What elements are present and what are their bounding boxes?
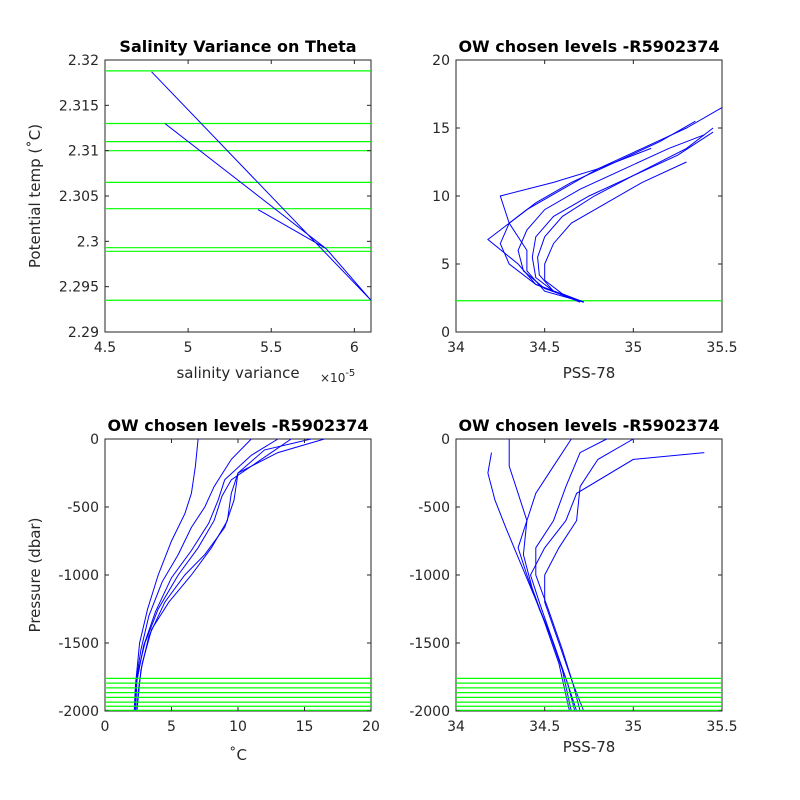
y-tick-label: 0	[441, 325, 450, 341]
profile-series-line	[499, 107, 723, 303]
y-tick-label: -2000	[58, 704, 99, 720]
panel-4-series	[487, 438, 705, 712]
panel-salinity-variance: 4.5 5 5.5 6 2.29 2.295 2.3 2.305 2.31 2.315 2.32 S…	[26, 37, 372, 385]
y-tick-label: 2.31	[68, 144, 99, 160]
y-tick-label: -500	[418, 500, 450, 516]
profile-series-line	[487, 147, 652, 303]
panel-2-xlabel: PSS-78	[563, 364, 616, 382]
y-tick-label: -1500	[58, 636, 99, 652]
x-tick-label: 34	[447, 340, 465, 356]
panel-1-series	[151, 71, 372, 301]
panel-4-ticks: 34 34.5 35 35.5 -2000 -1500 -1000 -500 0	[409, 432, 737, 735]
panel-theta-salinity: 34 34.5 35 35.5 0 5 10 15 20 OW chosen levels -R…	[432, 37, 737, 382]
panel-4-xlabel: PSS-78	[563, 738, 616, 756]
profile-series-line	[544, 438, 634, 712]
y-tick-label: -1500	[409, 636, 450, 652]
panel-3-xlabel: ˚C	[229, 746, 247, 764]
profile-series-line	[535, 438, 607, 712]
x-tick-label: 35	[624, 719, 642, 735]
x-tick-label: 35	[624, 340, 642, 356]
y-tick-label: 2.315	[59, 98, 99, 114]
panel-1-title: Salinity Variance on Theta	[119, 37, 356, 56]
y-tick-label: 15	[432, 121, 450, 137]
y-tick-label: -500	[67, 500, 99, 516]
x-tick-label: 10	[229, 719, 247, 735]
profile-series-line	[508, 439, 570, 712]
panel-4-hlines	[456, 677, 722, 711]
panel-1-xlabel: salinity variance	[176, 364, 299, 382]
x-tick-label: 4.5	[94, 340, 116, 356]
profile-series-line	[133, 438, 199, 712]
y-tick-label: 2.32	[68, 53, 99, 69]
panel-3-title: OW chosen levels -R5902374	[107, 416, 368, 435]
x-tick-label: 0	[101, 719, 110, 735]
x-tick-label: 35.5	[706, 719, 737, 735]
x-tick-label: 15	[296, 719, 314, 735]
panel-2-ticks: 34 34.5 35 35.5 0 5 10 15 20	[432, 53, 737, 356]
profile-series-line	[531, 127, 714, 303]
panel-temperature-pressure: 0 5 10 15 20 -2000 -1500 -1000 -500 0 OW chosen l…	[26, 416, 380, 764]
x-tick-label: 5	[167, 719, 176, 735]
profile-series-line	[544, 161, 687, 303]
profile-series-line	[136, 438, 312, 712]
panel-2-series	[487, 107, 723, 303]
y-tick-label: 2.305	[59, 189, 99, 205]
panel-1-x-exponent: ×10-5	[320, 368, 355, 385]
y-tick-label: 2.295	[59, 280, 99, 296]
x-tick-label: 20	[362, 719, 380, 735]
y-tick-label: 20	[432, 53, 450, 69]
x-tick-label: 34	[447, 719, 465, 735]
y-tick-label: 2.3	[77, 234, 99, 250]
panel-3-ylabel: Pressure (dbar)	[26, 518, 44, 633]
panel-3-ticks: 0 5 10 15 20 -2000 -1500 -1000 -500 0	[58, 432, 380, 735]
panel-3-axes-box	[104, 438, 372, 712]
profile-series-line	[487, 452, 572, 712]
panel-3-hlines	[105, 677, 371, 711]
x-tick-label: 34.5	[529, 340, 560, 356]
panel-1-x-exponent-base: ×10	[320, 371, 345, 385]
panel-salinity-pressure: 34 34.5 35 35.5 -2000 -1500 -1000 -500 0 OW chos…	[409, 416, 737, 756]
x-tick-label: 34.5	[529, 719, 560, 735]
y-tick-label: 10	[432, 189, 450, 205]
panel-1-hlines	[105, 70, 371, 301]
panel-1-ylabel: Potential temp (˚C)	[26, 124, 44, 268]
panel-3-series	[133, 438, 325, 712]
profile-series-line	[151, 71, 372, 301]
y-tick-label: -1000	[58, 568, 99, 584]
y-tick-label: -1000	[409, 568, 450, 584]
panel-1-x-exponent-power: -5	[345, 368, 355, 379]
panel-1-ticks: 4.5 5 5.5 6 2.29 2.295 2.3 2.305 2.31 2.315 2.32	[59, 53, 371, 356]
profile-series-line	[537, 131, 714, 303]
x-tick-label: 5.5	[260, 340, 282, 356]
y-tick-label: 5	[441, 257, 450, 273]
profile-series-line	[135, 438, 279, 712]
panel-1-axes-box	[104, 59, 372, 333]
x-tick-label: 35.5	[706, 340, 737, 356]
y-tick-label: 0	[441, 432, 450, 448]
y-tick-label: 0	[90, 432, 99, 448]
y-tick-label: 2.29	[68, 325, 99, 341]
profile-series-line	[133, 438, 252, 712]
x-tick-label: 5	[184, 340, 193, 356]
profile-series-line	[517, 438, 576, 712]
x-tick-label: 6	[350, 340, 359, 356]
y-tick-label: -2000	[409, 704, 450, 720]
panel-4-title: OW chosen levels -R5902374	[458, 416, 719, 435]
panel-4-axes-box	[455, 438, 723, 712]
panel-2-title: OW chosen levels -R5902374	[458, 37, 719, 56]
